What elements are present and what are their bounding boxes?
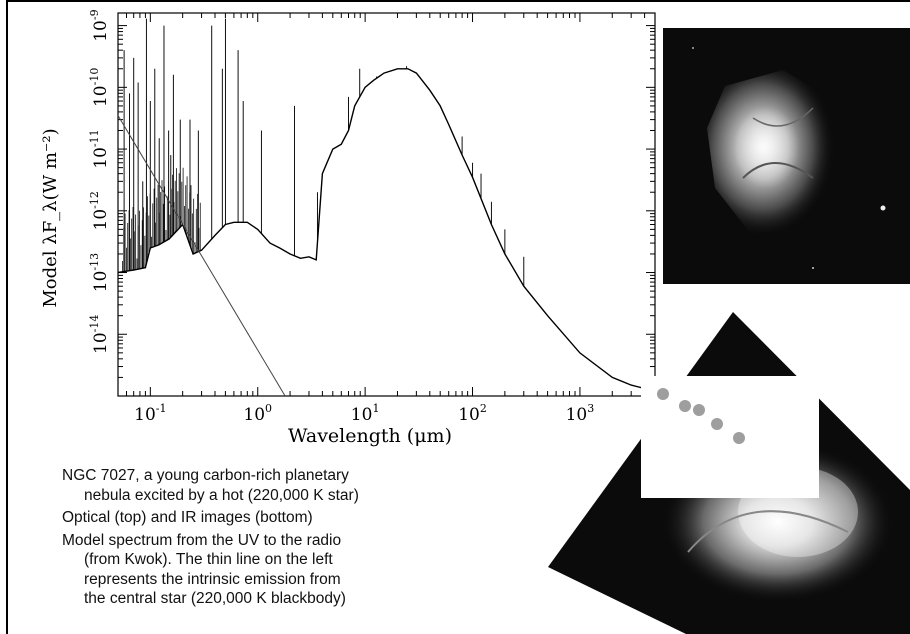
slide-border-left: [6, 0, 8, 634]
data-dot: [711, 418, 723, 430]
y-axis-label: Model λF_λ(W m⁻²): [40, 128, 61, 307]
plot-frame: [117, 12, 656, 397]
x-tick-label: 101: [351, 402, 380, 425]
series-line-nebula: [117, 68, 656, 392]
caption-item-object: NGC 7027, a young carbon-rich planetary …: [62, 466, 582, 505]
caption-line: Optical (top) and IR images (bottom): [62, 509, 313, 526]
series-line-central-star: [117, 115, 286, 397]
y-tick-label: 10-12: [88, 191, 111, 230]
caption-line: Model spectrum from the UV to the radio: [62, 531, 342, 549]
caption-line: the central star (220,000 K blackbody): [84, 590, 346, 607]
caption-line: NGC 7027, a young carbon-rich planetary: [62, 467, 349, 484]
y-tick-label: 10-9: [88, 9, 111, 41]
slide-border-top: [6, 0, 910, 2]
y-tick-label: 10-14: [88, 315, 111, 354]
caption-item-images: Optical (top) and IR images (bottom): [62, 508, 582, 528]
x-tick-label: 10-1: [134, 402, 166, 425]
y-tick-label: 10-13: [88, 253, 111, 292]
caption-line: nebula excited by a hot (220,000 K star): [84, 486, 359, 504]
data-dot: [679, 400, 691, 412]
data-points-inset: [641, 376, 819, 512]
caption-item-model: Model spectrum from the UV to the radio …: [62, 531, 582, 609]
optical-image: [663, 28, 910, 284]
data-dot: [733, 432, 745, 444]
sed-chart: 10-1 100 101 102 103 10-14 10-13 10-12 10-11 10-…: [40, 9, 656, 447]
x-tick-label: 103: [566, 402, 595, 425]
data-dot: [657, 388, 669, 400]
y-tick-label: 10-10: [88, 68, 111, 107]
caption: NGC 7027, a young carbon-rich planetary …: [62, 466, 582, 612]
data-dot: [693, 404, 705, 416]
caption-line: (from Kwok). The thin line on the left: [84, 551, 333, 568]
x-tick-label: 102: [458, 402, 487, 425]
caption-line: represents the intrinsic emission from: [84, 570, 341, 588]
x-tick-label: 100: [243, 402, 272, 425]
x-axis-label: Wavelength (μm): [288, 425, 452, 447]
y-tick-label: 10-11: [88, 129, 111, 168]
